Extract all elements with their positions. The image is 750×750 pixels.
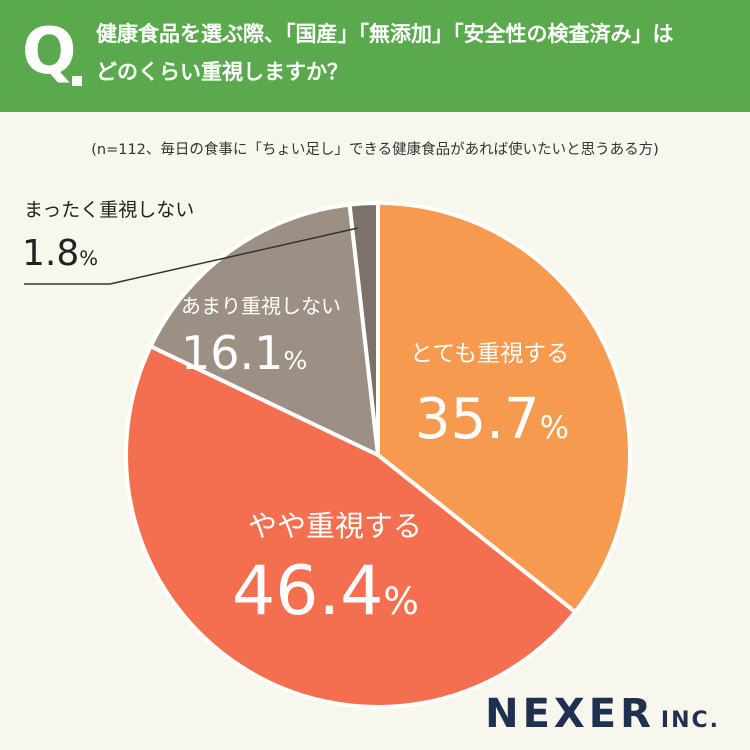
q-dot [72, 76, 82, 86]
slice-very-important [376, 201, 632, 614]
label-very-important: とても重視する [410, 341, 570, 367]
label-not-at-all-important: まったく重視しない [24, 199, 195, 221]
sample-note: (n=112、毎日の食事に「ちょい足し」できる健康食品があれば使いたいと思うある… [91, 142, 659, 158]
question-header: Q 健康食品を選ぶ際、「国産」「無添加」「安全性の検査済み」は どのくらい重視し… [0, 0, 750, 112]
slice-not-at-all-important [347, 201, 380, 457]
question-line-2: どのくらい重視しますか？ [96, 60, 348, 84]
label-somewhat-important: やや重視する [248, 509, 423, 543]
value-somewhat-important: 46.4% [232, 552, 419, 631]
slice-not-very-important [148, 202, 380, 457]
value-not-at-all-important: 1.8% [22, 233, 99, 274]
q-mark: Q [22, 15, 77, 89]
leader-line-not-at-all [24, 227, 359, 285]
value-not-very-important: 16.1% [181, 326, 308, 380]
question-line-1: 健康食品を選ぶ際、「国産」「無添加」「安全性の検査済み」は [96, 22, 674, 46]
label-not-very-important: あまり重視しない [181, 294, 341, 318]
value-very-important: 35.7% [415, 387, 569, 452]
slice-somewhat-important [124, 344, 578, 709]
nexer-logo: NEXER INC. [485, 691, 720, 737]
